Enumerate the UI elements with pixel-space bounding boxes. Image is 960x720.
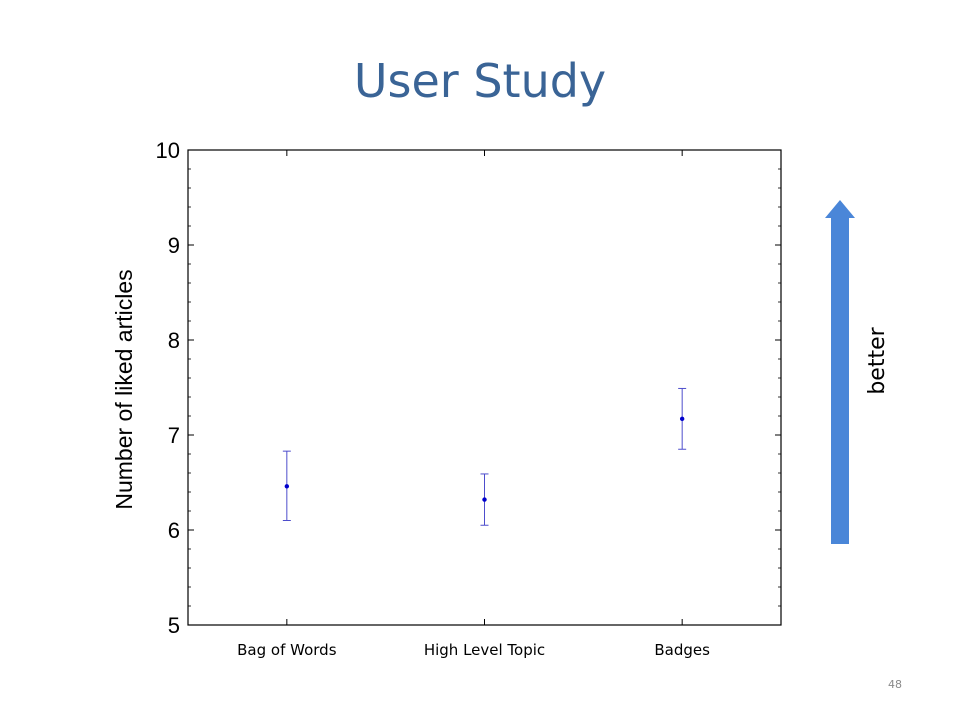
y-tick-label: 8 [168,328,180,353]
data-point [679,416,685,422]
slide-title: User Study [353,54,607,108]
x-category-label: Badges [654,641,710,659]
better-annotation: better [825,200,890,544]
x-category-label: Bag of Words [237,641,337,659]
y-tick-label: 10 [156,138,180,163]
data-point [482,497,487,502]
y-tick-label: 7 [168,423,180,448]
up-arrow-icon [825,200,855,544]
y-tick-label: 5 [168,613,180,638]
plot-frame [187,149,782,626]
x-category-label: High Level Topic [424,641,545,659]
y-tick-label: 9 [168,233,180,258]
data-point [284,484,290,489]
y-axis-label: Number of liked articles [111,269,137,509]
page-number: 48 [888,678,902,691]
plot-area: 5 6 7 8 9 10 Bag of Words High Level Topic Badge… [111,138,782,659]
y-tick-label: 6 [168,518,180,543]
better-label: better [865,326,890,394]
